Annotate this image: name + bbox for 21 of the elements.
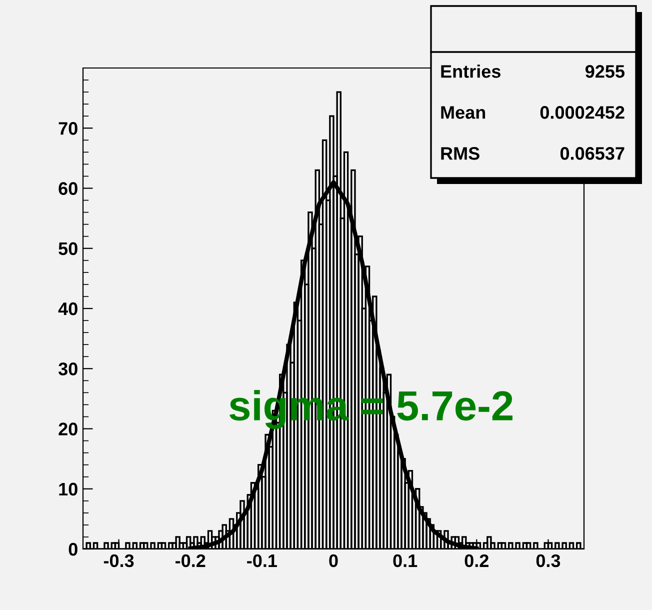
x-tick-label: 0.1 (393, 554, 418, 568)
x-tick-label: 0.3 (536, 554, 560, 568)
text: 9255 (585, 65, 624, 78)
annotation: Mean (441, 106, 486, 119)
annotation: 0.0002452 (540, 106, 624, 119)
x-tick-label: 0.2 (464, 554, 488, 568)
annotation: 0.06537 (560, 147, 624, 160)
y-tick-label: 50 (58, 242, 78, 256)
y-tick-label: 30 (58, 362, 78, 376)
x-tick-label: -0.1 (247, 554, 277, 568)
y-tick-label: 20 (58, 422, 78, 436)
x-tick-label: 0 (329, 554, 338, 568)
annotation: RMS (441, 147, 480, 160)
annotation: Entries (441, 64, 500, 78)
y-tick-label: 40 (58, 302, 78, 316)
x-tick-label: -0.2 (176, 554, 206, 568)
x-tick-label: -0.3 (104, 554, 134, 568)
y-tick-label: 70 (58, 122, 78, 135)
y-tick-label: 0 (68, 542, 78, 556)
y-tick-label: 10 (59, 482, 78, 496)
y-tick-label: 60 (58, 182, 78, 195)
